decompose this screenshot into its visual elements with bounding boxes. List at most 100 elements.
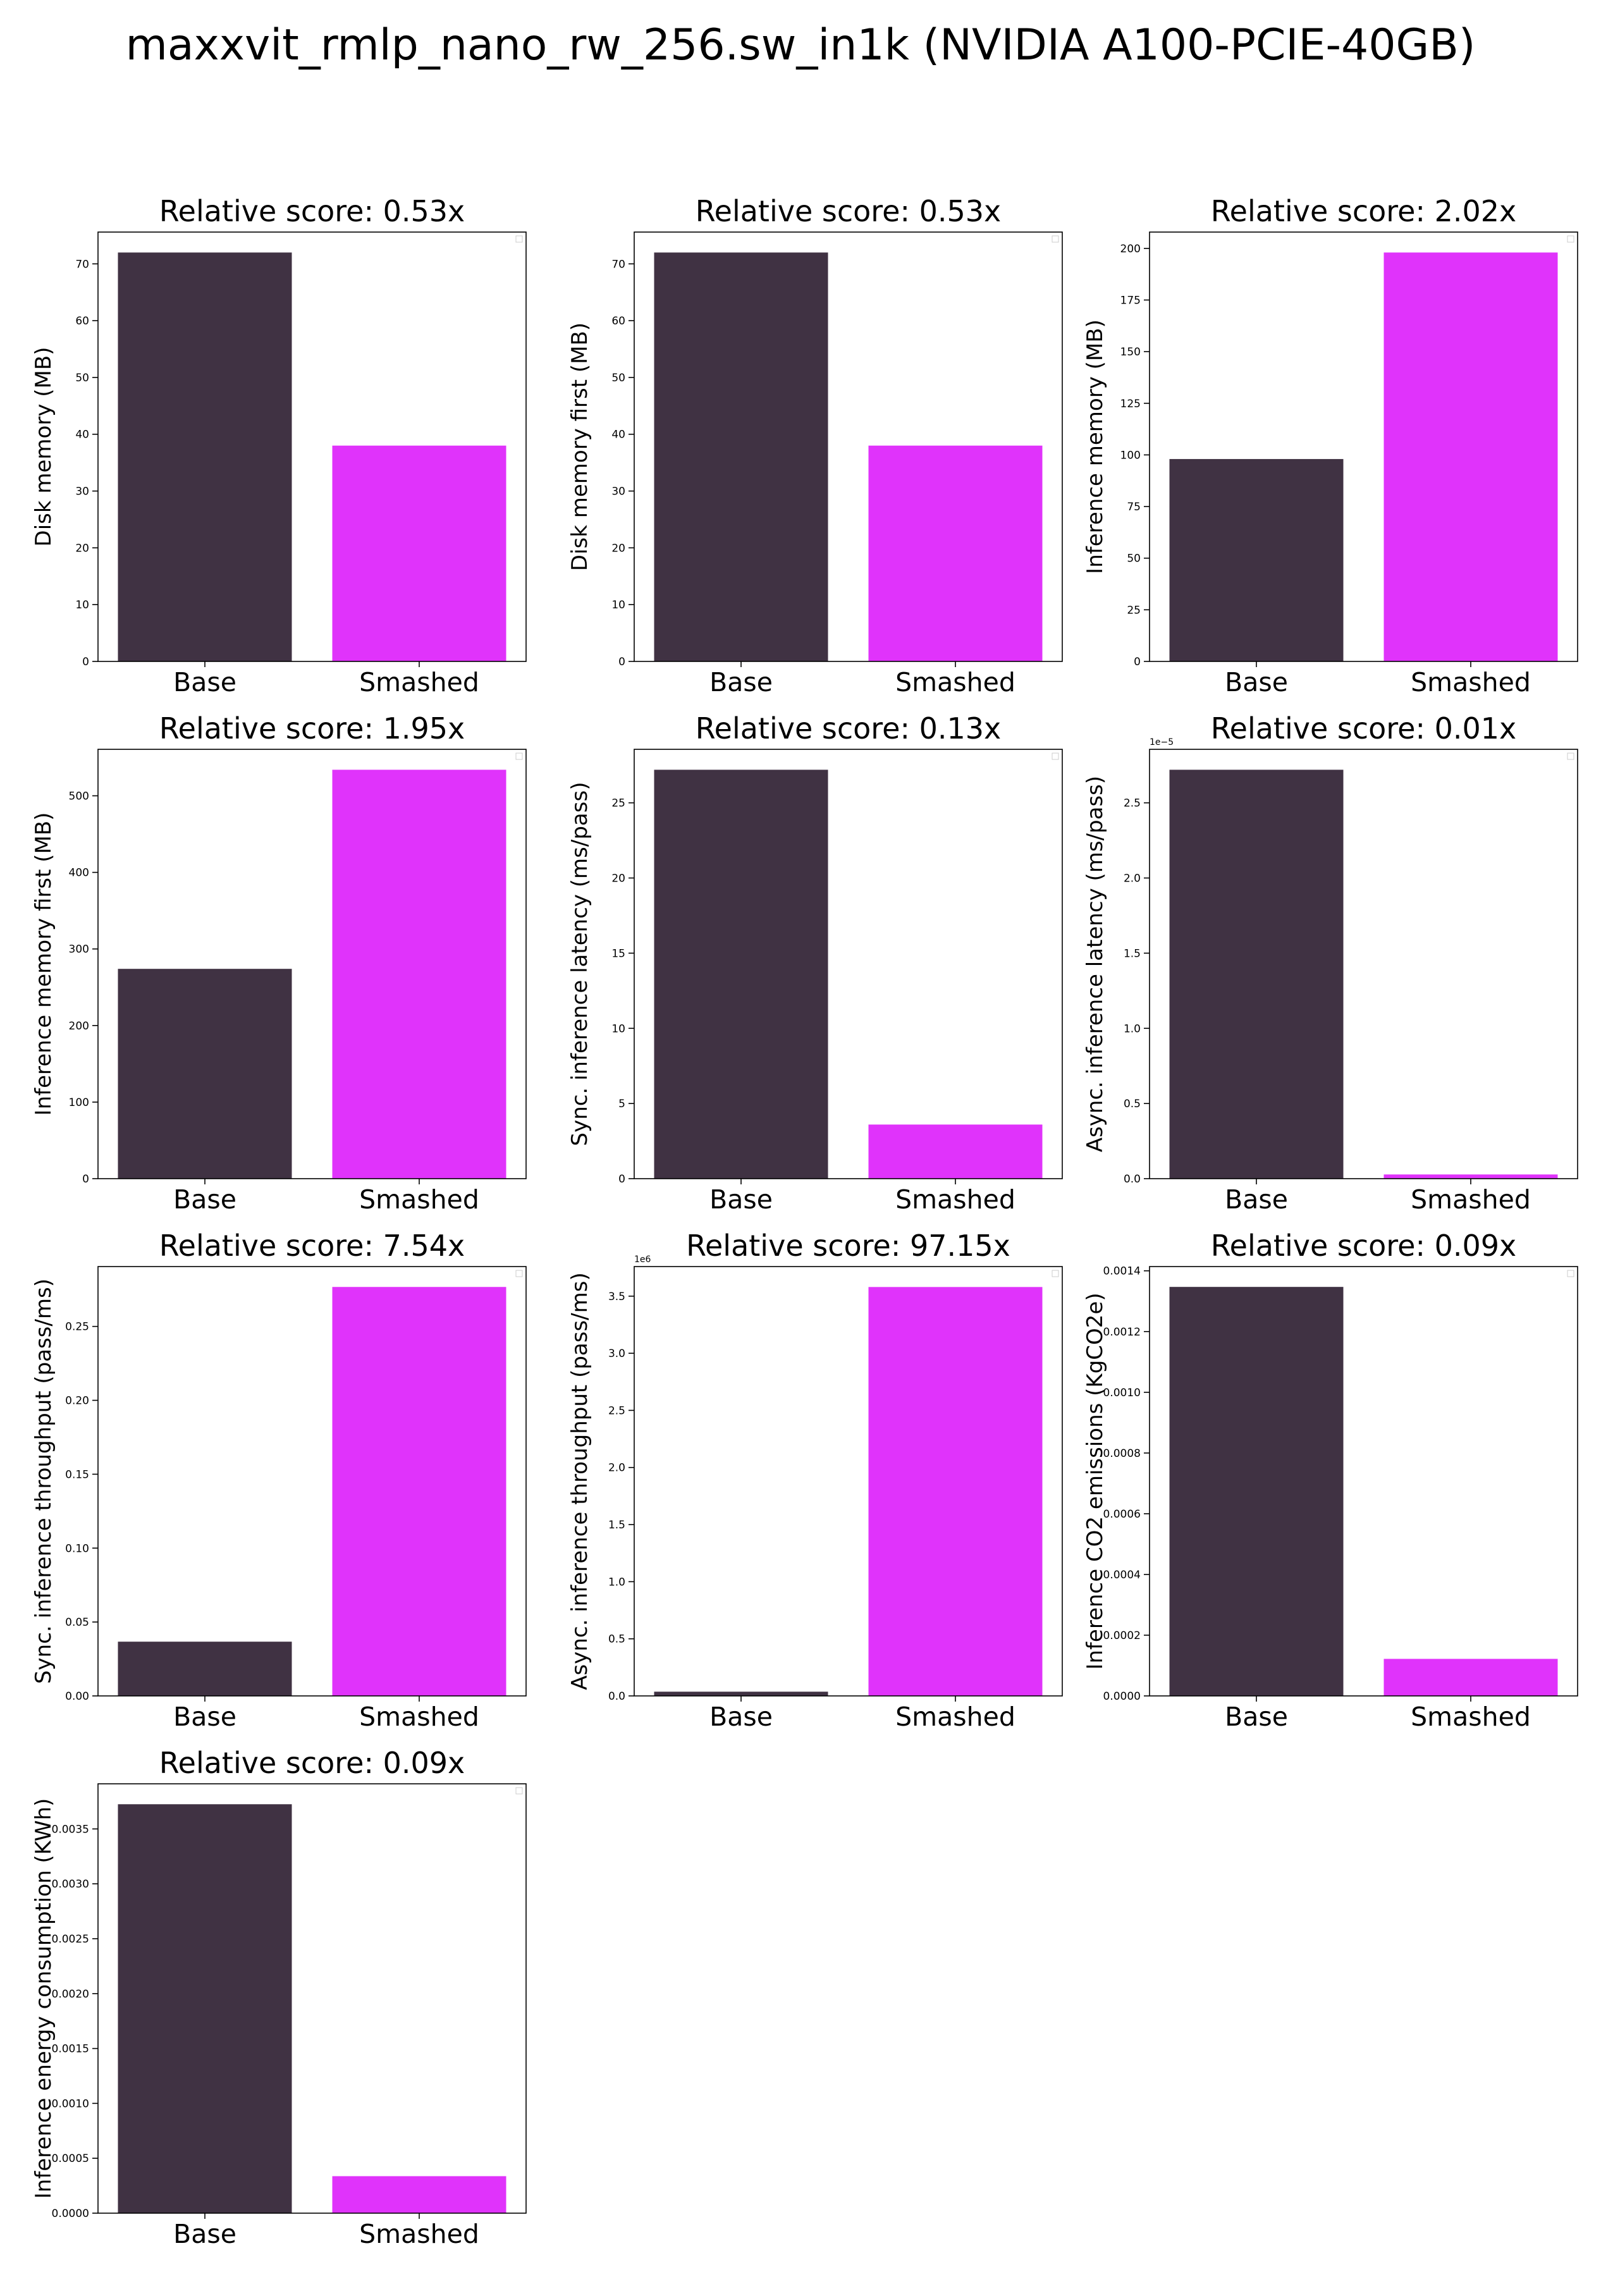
y-tick-label: 0.20: [65, 1395, 89, 1408]
y-tick-label: 200: [1120, 243, 1141, 255]
x-tick-label-base: Base: [173, 1184, 236, 1215]
plot-frame: [1149, 1266, 1578, 1697]
y-tick-label: 70: [75, 258, 89, 271]
y-tick-label: 300: [69, 943, 89, 956]
x-tick-label-base: Base: [1225, 1184, 1288, 1215]
legend-box: [515, 1270, 523, 1277]
y-tick-label: 100: [1120, 449, 1141, 462]
legend-box: [1567, 752, 1574, 760]
x-tick-label-base: Base: [173, 1702, 236, 1732]
y-tick-label: 3.0: [608, 1348, 625, 1360]
x-tick-label-smashed: Smashed: [895, 1184, 1015, 1215]
plot-frame: [97, 231, 527, 662]
y-tick-label: 0.0020: [52, 1988, 89, 2001]
y-tick-label: 0.15: [65, 1468, 89, 1481]
plot-frame: [97, 749, 527, 1179]
bar-smashed: [332, 770, 506, 1179]
legend-box: [1052, 1270, 1059, 1277]
bar-smashed: [868, 445, 1043, 661]
plot-frame: [634, 231, 1063, 662]
y-tick-label: 40: [611, 429, 625, 441]
bar-base: [1169, 458, 1344, 661]
y-tick-label: 20: [75, 542, 89, 555]
y-offset-text: 1e6: [634, 1255, 651, 1265]
y-tick-label: 75: [1127, 501, 1141, 513]
chart-title: Relative score: 0.09x: [159, 1746, 465, 1780]
chart-title: Relative score: 7.54x: [159, 1229, 465, 1263]
chart-10: Relative score: 0.09x 0.0000 0.0005 0.0010 0…: [31, 1746, 527, 2249]
x-tick-label-base: Base: [173, 2219, 236, 2249]
y-offset-text: 1e−5: [1150, 737, 1174, 747]
y-tick-label: 0.0014: [1103, 1265, 1141, 1278]
x-tick-label-base: Base: [709, 1184, 773, 1215]
bar-base: [118, 1642, 292, 1696]
y-tick-label: 25: [611, 797, 625, 810]
y-tick-label: 400: [69, 867, 89, 880]
plot-frame: [1149, 749, 1578, 1179]
x-tick-label-smashed: Smashed: [359, 2219, 479, 2249]
x-tick-label-base: Base: [709, 667, 773, 697]
bar-base: [118, 252, 292, 661]
bar-smashed: [332, 2176, 506, 2213]
plot-frame: [1149, 231, 1578, 662]
x-tick-label-smashed: Smashed: [895, 667, 1015, 697]
y-tick-label: 0.0: [608, 1690, 625, 1703]
chart-2: Relative score: 0.53x 0 10 20 30 40 50 60 70 Base…: [567, 194, 1063, 697]
chart-title: Relative score: 0.53x: [159, 194, 465, 228]
legend-box: [515, 235, 523, 243]
bar-smashed: [332, 445, 506, 661]
y-tick-label: 2.0: [608, 1462, 625, 1475]
y-tick-label: 0.0008: [1103, 1447, 1141, 1460]
chart-title: Relative score: 1.95x: [159, 711, 465, 746]
y-tick-label: 60: [611, 315, 625, 328]
legend-box: [1052, 235, 1059, 243]
chart-title: Relative score: 0.01x: [1211, 711, 1517, 746]
bar-base: [654, 1691, 828, 1696]
legend-box: [1567, 1270, 1574, 1277]
y-tick-label: 2.5: [608, 1404, 625, 1417]
y-tick-label: 0.0: [1124, 1173, 1141, 1186]
legend-box: [515, 752, 523, 760]
y-tick-label: 0.0006: [1103, 1508, 1141, 1521]
y-tick-label: 0.0010: [52, 2097, 89, 2110]
y-tick-label: 3.5: [608, 1291, 625, 1303]
chart-8: Relative score: 97.15x 0.0 0.5 1.0 1.5 2.0 2.5…: [567, 1229, 1063, 1732]
y-tick-label: 0.0025: [52, 1933, 89, 1946]
y-tick-label: 150: [1120, 346, 1141, 359]
y-tick-label: 10: [611, 1022, 625, 1035]
y-tick-label: 0: [82, 1173, 89, 1186]
y-tick-label: 30: [611, 486, 625, 498]
charts-grid: Relative score: 0.53x 0 10 20 30 40 50 60 70 Base…: [31, 194, 1578, 2249]
y-tick-label: 20: [611, 542, 625, 555]
y-tick-label: 10: [75, 599, 89, 611]
y-tick-label: 60: [75, 315, 89, 328]
bar-base: [1169, 770, 1344, 1179]
y-tick-label: 0.00: [65, 1690, 89, 1703]
y-tick-label: 0.0000: [1103, 1690, 1141, 1703]
y-tick-label: 70: [611, 258, 625, 271]
x-tick-label-smashed: Smashed: [1411, 1702, 1531, 1732]
y-tick-label: 0.05: [65, 1616, 89, 1629]
y-tick-label: 175: [1120, 294, 1141, 307]
y-tick-label: 50: [1127, 553, 1141, 565]
y-axis-label: Async. inference throughput (pass/ms): [567, 1272, 592, 1690]
legend-box: [515, 1787, 523, 1795]
x-tick-label-base: Base: [1225, 1702, 1288, 1732]
y-tick-label: 0.0030: [52, 1878, 89, 1891]
y-tick-label: 0.0012: [1103, 1326, 1141, 1339]
legend-box: [1052, 752, 1059, 760]
figure-title: maxxvit_rmlp_nano_rw_256.sw_in1k (NVIDIA…: [126, 20, 1476, 70]
chart-title: Relative score: 2.02x: [1211, 194, 1517, 228]
bar-smashed: [1383, 1659, 1558, 1696]
chart-title: Relative score: 97.15x: [686, 1229, 1010, 1263]
bar-smashed: [1383, 1174, 1558, 1179]
bar-base: [654, 770, 828, 1179]
y-tick-label: 10: [611, 599, 625, 611]
plot-frame: [97, 1783, 527, 2214]
y-tick-label: 125: [1120, 398, 1141, 410]
y-tick-label: 2.0: [1124, 873, 1141, 885]
y-tick-label: 0: [82, 656, 89, 668]
bar-base: [654, 252, 828, 661]
chart-6: Relative score: 0.01x 0.0 0.5 1.0 1.5 2.0 2.5 1…: [1083, 711, 1578, 1215]
y-tick-label: 40: [75, 429, 89, 441]
